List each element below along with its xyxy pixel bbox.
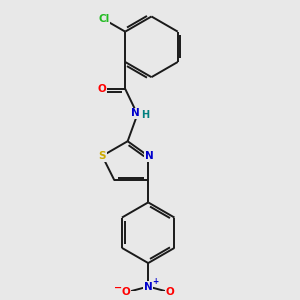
Text: N: N xyxy=(144,281,153,292)
Text: O: O xyxy=(166,287,175,297)
Text: N: N xyxy=(131,108,140,118)
Text: N: N xyxy=(145,151,154,161)
Text: Cl: Cl xyxy=(98,14,110,24)
Text: +: + xyxy=(152,277,158,286)
Text: S: S xyxy=(98,151,106,161)
Text: H: H xyxy=(141,110,149,120)
Text: O: O xyxy=(122,287,130,297)
Text: −: − xyxy=(114,283,122,292)
Text: O: O xyxy=(97,84,106,94)
